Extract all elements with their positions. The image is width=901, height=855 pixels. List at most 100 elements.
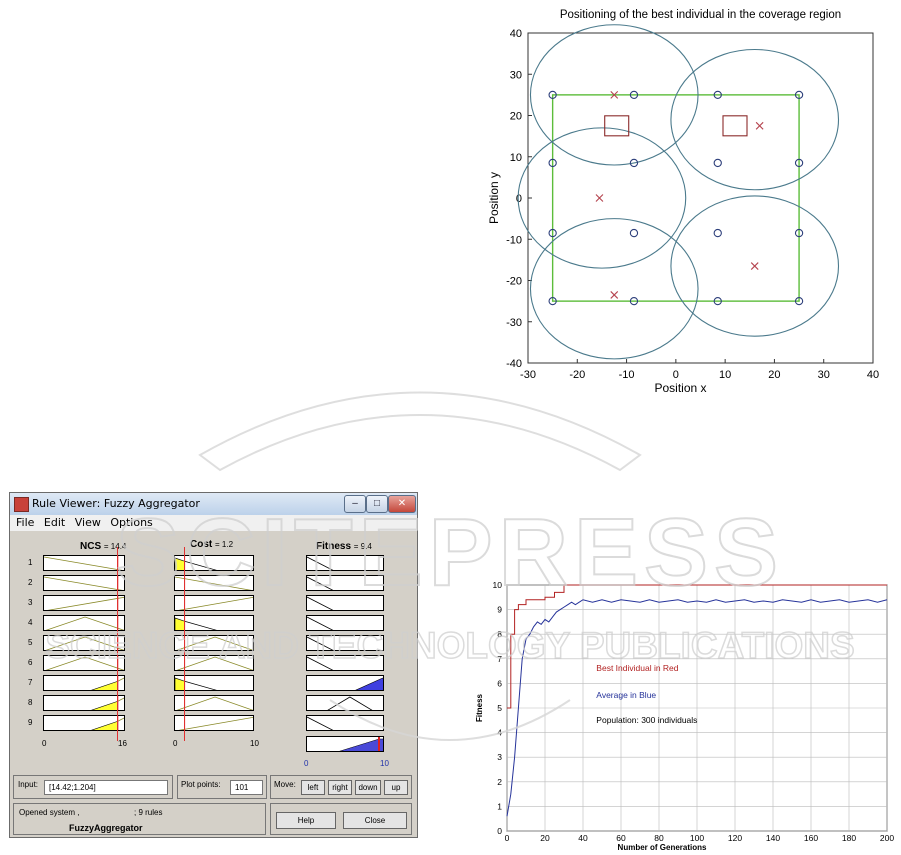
fitness-header: Fitness = 9.4 <box>316 541 372 552</box>
cross-marker <box>755 121 764 130</box>
menu-bar: File Edit View Options <box>10 515 417 531</box>
x-tick-label: 160 <box>804 833 818 843</box>
maximize-icon[interactable]: □ <box>366 495 388 513</box>
fit-membership-plot <box>306 675 384 691</box>
ncs-membership-plot <box>43 655 125 671</box>
sensor-marker <box>548 296 557 306</box>
ncs-membership-plot <box>43 695 125 711</box>
ncs-membership-plot <box>43 595 125 611</box>
average-line <box>506 599 888 817</box>
status-system-name: FuzzyAggregator <box>69 823 143 833</box>
fitness-max: 10 <box>380 759 389 768</box>
x-tick-label: 20 <box>540 833 550 843</box>
input-field[interactable]: [14.42;1.204] <box>44 780 168 795</box>
fitness-line-chart: 0 20 40 60 80 100 120 140 160 180 200109876543210N… <box>475 580 894 852</box>
sensor-marker <box>548 90 557 100</box>
input-panel: Input: [14.42;1.204] <box>13 775 173 799</box>
y-tick-label: 10 <box>510 152 522 164</box>
coverage-circle <box>517 127 687 269</box>
sensor-marker <box>713 296 722 306</box>
ncs-header: NCS = 14.4 <box>80 541 126 552</box>
y-tick-label: 0 <box>497 826 502 836</box>
window-titlebar: Rule Viewer: Fuzzy Aggregator – □ ✕ <box>10 493 417 515</box>
sensor-marker <box>629 296 639 306</box>
y-tick-label: 40 <box>510 28 522 40</box>
menu-edit[interactable]: Edit <box>43 516 66 529</box>
cost-membership-plot <box>174 655 254 671</box>
ncs-membership-plot <box>43 555 125 571</box>
ncs-membership-plot <box>43 615 125 631</box>
sensor-marker <box>629 228 639 238</box>
y-tick-label: 0 <box>516 193 522 205</box>
y-tick-label: 30 <box>510 69 522 81</box>
fit-membership-plot <box>306 595 384 611</box>
sensor-marker <box>629 90 639 100</box>
cost-label: Cost <box>190 539 213 550</box>
cross-marker <box>595 194 604 202</box>
fitness-min: 0 <box>304 759 309 768</box>
sensor-marker <box>794 158 804 168</box>
rule-number: 3 <box>28 598 33 607</box>
rule-number: 5 <box>28 638 33 647</box>
coverage-circle <box>529 24 699 166</box>
cross-marker <box>610 90 619 99</box>
close-button[interactable]: Close <box>343 812 407 829</box>
x-tick-label: 0 <box>673 369 679 381</box>
minimize-icon[interactable]: – <box>344 495 366 513</box>
move-left-button[interactable]: left <box>301 780 325 795</box>
ncs-max: 16 <box>118 739 127 748</box>
y-axis-label: Position y <box>487 172 501 224</box>
move-down-button[interactable]: down <box>355 780 381 795</box>
ncs-membership-plot <box>43 575 125 591</box>
x-tick-label: 80 <box>654 833 664 843</box>
fitness-label: Fitness <box>316 541 352 552</box>
fit-membership-plot <box>306 575 384 591</box>
y-tick-label: 6 <box>497 678 502 688</box>
fit-membership-plot <box>306 555 384 571</box>
fit-membership-plot <box>306 655 384 671</box>
menu-file[interactable]: File <box>16 516 35 529</box>
cross-marker <box>610 291 619 299</box>
cost-membership-plot <box>174 635 254 651</box>
sensor-marker <box>629 158 639 168</box>
close-icon[interactable]: ✕ <box>388 495 416 513</box>
fit-membership-plot <box>306 615 384 631</box>
fit-membership-plot <box>306 715 384 731</box>
window-title: Rule Viewer: Fuzzy Aggregator <box>32 497 200 510</box>
y-axis-label: Fitness <box>475 693 484 722</box>
sensor-marker <box>794 296 804 306</box>
cost-min: 0 <box>173 739 178 748</box>
y-tick-label: 2 <box>497 777 502 787</box>
cost-cut-line[interactable] <box>183 547 185 741</box>
coverage-circle <box>670 195 840 337</box>
legend-average: Average in Blue <box>596 690 656 700</box>
y-tick-label: 10 <box>493 580 503 590</box>
ncs-label: NCS <box>80 541 102 552</box>
sensor-marker <box>713 228 722 238</box>
cost-membership-plot <box>174 695 254 711</box>
cost-membership-plot <box>174 615 254 631</box>
rule-number: 8 <box>28 698 33 707</box>
help-button[interactable]: Help <box>276 812 336 829</box>
move-label: Move: <box>274 780 296 789</box>
move-right-button[interactable]: right <box>328 780 352 795</box>
x-tick-label: -20 <box>569 369 585 381</box>
plot-points-field[interactable]: 101 <box>230 780 263 795</box>
legend-best: Best Individual in Red <box>596 663 678 673</box>
menu-view[interactable]: View <box>74 516 101 529</box>
menu-options[interactable]: Options <box>110 516 153 529</box>
rule-number: 9 <box>28 718 33 727</box>
x-axis-label: Number of Generations <box>618 843 707 852</box>
x-tick-label: -30 <box>520 369 536 381</box>
move-panel: Move: left right down up <box>270 775 412 799</box>
x-tick-label: 40 <box>867 369 879 381</box>
population-annotation: Population: 300 individuals <box>596 715 697 725</box>
coverage-circle <box>670 48 840 191</box>
sensor-marker <box>548 228 557 238</box>
cost-membership-plot <box>174 595 254 611</box>
input-label: Input: <box>18 780 39 789</box>
x-tick-label: -10 <box>619 369 635 381</box>
move-up-button[interactable]: up <box>384 780 408 795</box>
coverage-scatter-chart: Positioning of the best individual in th… <box>487 9 879 395</box>
ncs-cut-line[interactable] <box>116 547 118 741</box>
